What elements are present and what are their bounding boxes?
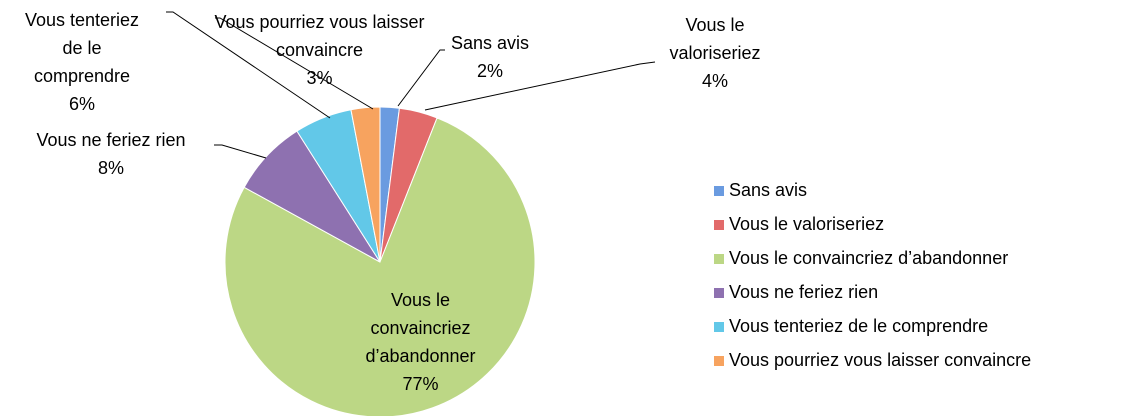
legend-swatch: [714, 220, 724, 230]
legend-label: Sans avis: [729, 180, 807, 200]
label-name: Vous pourriez vous laisser convaincre: [214, 12, 425, 60]
label-value: 3%: [306, 68, 333, 88]
label-value: 6%: [68, 94, 95, 114]
legend-swatch: [714, 186, 724, 196]
data-label: Sans avis 2%: [430, 29, 550, 85]
data-label: Vous pourriez vous laisser convaincre 3%: [212, 8, 427, 92]
legend-label: Vous le convaincriez d’abandonner: [729, 248, 1008, 268]
legend-swatch: [714, 254, 724, 264]
data-label: Vous le valoriseriez 4%: [655, 11, 775, 95]
leader-line: [215, 17, 374, 110]
label-value: 2%: [476, 61, 503, 81]
legend-label: Vous tenteriez de le comprendre: [729, 316, 988, 336]
label-value: 4%: [701, 71, 728, 91]
label-name: Vous tenteriez de le comprendre: [24, 10, 140, 86]
data-label: Vous tenteriez de le comprendre 6%: [14, 6, 150, 118]
legend-label: Vous ne feriez rien: [729, 282, 878, 302]
legend-swatch: [714, 322, 724, 332]
pie-slice: [224, 117, 536, 416]
label-name: Sans avis: [450, 33, 530, 53]
leader-lines: [166, 11, 656, 159]
label-value: 8%: [97, 158, 124, 178]
legend-swatch: [714, 288, 724, 298]
data-label: Vous ne feriez rien 8%: [0, 126, 222, 182]
pie-slice: [350, 106, 381, 263]
legend-label: Vous pourriez vous laisser convaincre: [729, 350, 1031, 370]
data-label: Vous le convaincriez d’abandonner 77%: [348, 286, 493, 398]
legend-label: Vous le valoriseriez: [729, 214, 884, 234]
label-value: 77%: [402, 374, 439, 394]
leader-line: [214, 144, 267, 159]
legend-swatch: [714, 356, 724, 366]
leader-line: [166, 11, 331, 119]
label-name: Vous ne feriez rien: [36, 130, 186, 150]
label-name: Vous le convaincriez d’abandonner: [365, 290, 476, 366]
leader-line: [397, 49, 445, 107]
legend: Sans avis Vous le valoriseriez Vous le con…: [714, 180, 1031, 370]
leader-line: [424, 61, 656, 111]
slices: [224, 106, 536, 416]
label-name: Vous le valoriseriez: [669, 15, 761, 63]
